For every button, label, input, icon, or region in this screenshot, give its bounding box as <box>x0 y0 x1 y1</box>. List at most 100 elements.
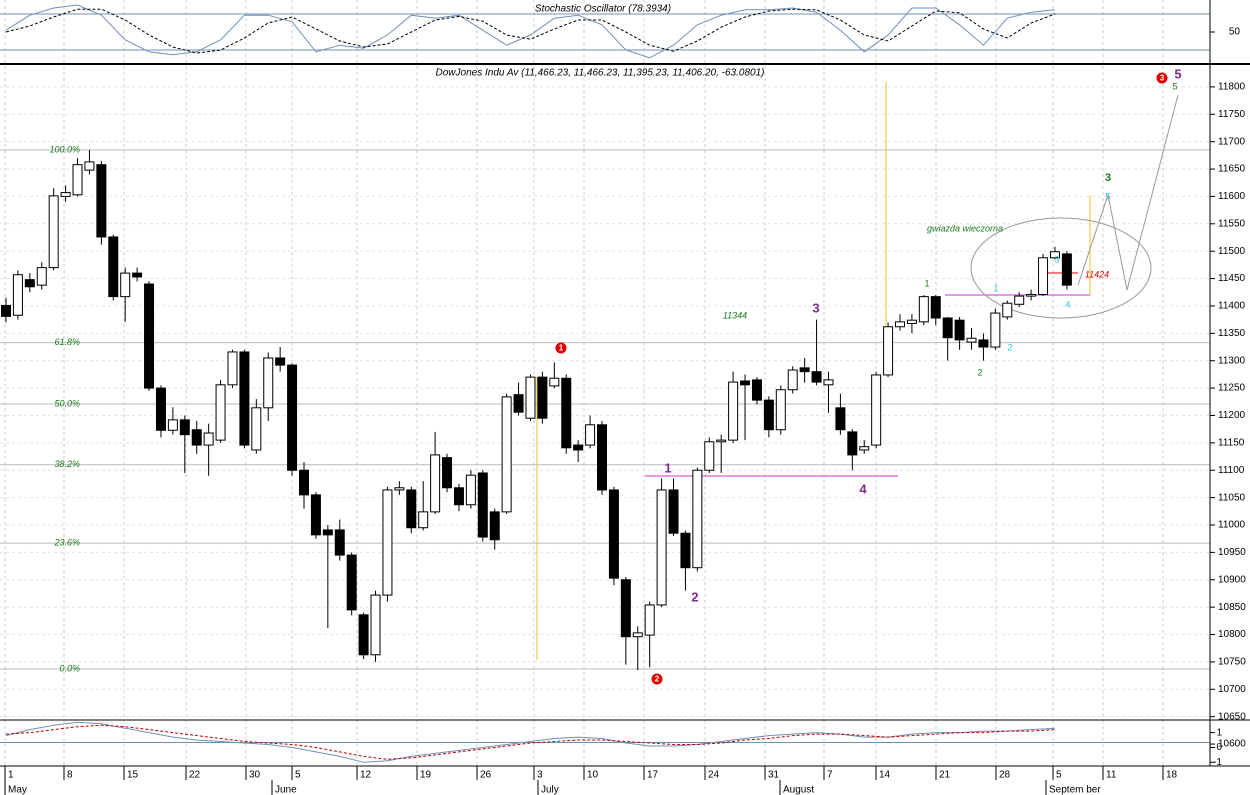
annotation: 11344 <box>723 310 747 320</box>
candle-body <box>871 374 882 446</box>
candle-body <box>132 272 143 278</box>
candle-body <box>728 381 739 441</box>
candle-body <box>406 489 417 529</box>
candle-body <box>668 489 679 534</box>
stochastic-title: Stochastic Oscillator (78.3934) <box>535 4 671 15</box>
annotation: gwiazda wieczorna <box>927 223 1003 233</box>
wave-marker-label: 2 <box>655 675 660 684</box>
candle-body <box>346 554 357 611</box>
candle-body <box>96 164 107 238</box>
candle-body <box>179 419 190 436</box>
candle-body <box>799 367 810 373</box>
fib-label: 38.2% <box>54 459 80 469</box>
x-tick-label: 10 <box>587 770 599 781</box>
y-tick-label: 11300 <box>1218 355 1246 366</box>
candle-body <box>716 439 727 443</box>
y-tick-label: 11550 <box>1218 218 1246 229</box>
x-tick-label: 5 <box>295 770 301 781</box>
fib-label: 61.8% <box>54 337 80 347</box>
candle-body <box>370 594 381 656</box>
y-tick-label: 11050 <box>1218 492 1246 503</box>
y-tick-label: 10800 <box>1218 629 1246 640</box>
candle-body <box>36 267 47 286</box>
y-tick-label: 11450 <box>1218 273 1246 284</box>
candle-body <box>251 407 262 451</box>
y-tick-label: 11650 <box>1218 164 1246 175</box>
highlight-ellipse <box>970 217 1152 319</box>
y-tick-label: 11350 <box>1218 328 1246 339</box>
annotation: 2 <box>1007 342 1012 352</box>
y-tick-label: 0 <box>1216 742 1222 753</box>
candle-body <box>1049 251 1060 259</box>
candle-body <box>632 632 643 638</box>
annotation: 1 <box>664 460 671 475</box>
candle-body <box>811 371 822 383</box>
candle-body <box>597 424 607 491</box>
candle-body <box>787 369 798 391</box>
price-title: DowJones Indu Av (11,466.23, 11,466.23, … <box>436 68 765 79</box>
candle-body <box>883 326 894 376</box>
x-tick-label: 11 <box>1106 770 1117 781</box>
candle-body <box>763 399 774 431</box>
candle-body <box>740 380 751 386</box>
x-tick-label: 19 <box>420 770 432 781</box>
candle-body <box>310 494 321 536</box>
candle-body <box>120 272 131 298</box>
candle-body <box>227 351 238 386</box>
y-tick-label: 11250 <box>1218 383 1246 394</box>
month-label: August <box>783 785 814 795</box>
annotation: 4 <box>859 481 867 496</box>
candle-body <box>72 164 83 196</box>
candle-body <box>12 274 23 316</box>
wave-marker <box>1156 72 1168 84</box>
x-tick-label: 21 <box>939 770 951 781</box>
candle-body <box>167 419 178 431</box>
candle-body <box>918 296 929 323</box>
annotation: 5 <box>1174 66 1181 81</box>
candle-body <box>513 394 524 413</box>
candle-body <box>418 511 429 529</box>
y-tick-label: 10750 <box>1218 657 1246 668</box>
candle-body <box>537 376 548 419</box>
candle-body <box>775 389 786 431</box>
y-tick-label: 11200 <box>1218 410 1246 421</box>
x-tick-label: 15 <box>127 770 139 781</box>
candle-body <box>692 469 703 569</box>
x-tick-label: 24 <box>708 770 720 781</box>
y-tick-label: 1 <box>1216 727 1222 738</box>
x-tick-label: 26 <box>480 770 492 781</box>
candle-body <box>382 489 393 596</box>
candle-body <box>442 457 453 489</box>
candle-body <box>1014 295 1025 305</box>
month-label: July <box>541 785 559 795</box>
x-tick-label: 5 <box>1056 770 1062 781</box>
annotation: 2 <box>691 589 698 604</box>
month-label: June <box>275 785 297 795</box>
candle-body <box>239 351 250 446</box>
candle-body <box>644 604 655 636</box>
candle-body <box>275 357 286 366</box>
candle-body <box>966 337 977 343</box>
candle-body <box>585 424 596 446</box>
y-tick-label: 11500 <box>1218 246 1246 257</box>
candle-body <box>895 321 905 328</box>
y-tick-label: 50 <box>1229 27 1241 38</box>
candle-body <box>608 489 619 579</box>
x-tick-label: 12 <box>360 770 372 781</box>
month-label: May <box>8 785 27 795</box>
candle-body <box>215 384 226 441</box>
annotation: 5 <box>1105 191 1110 201</box>
candle-body <box>24 279 35 288</box>
candle-body <box>978 339 989 348</box>
candle-body <box>334 529 345 556</box>
x-tick-label: 30 <box>249 770 261 781</box>
candle-body <box>263 357 274 409</box>
candle-body <box>906 319 917 324</box>
month-label: Septem ber <box>1049 785 1101 795</box>
x-tick-label: 1 <box>8 770 14 781</box>
annotation: 5 <box>1172 81 1177 91</box>
y-tick-label: 10650 <box>1218 711 1246 722</box>
annotation: 3 <box>1054 254 1059 264</box>
